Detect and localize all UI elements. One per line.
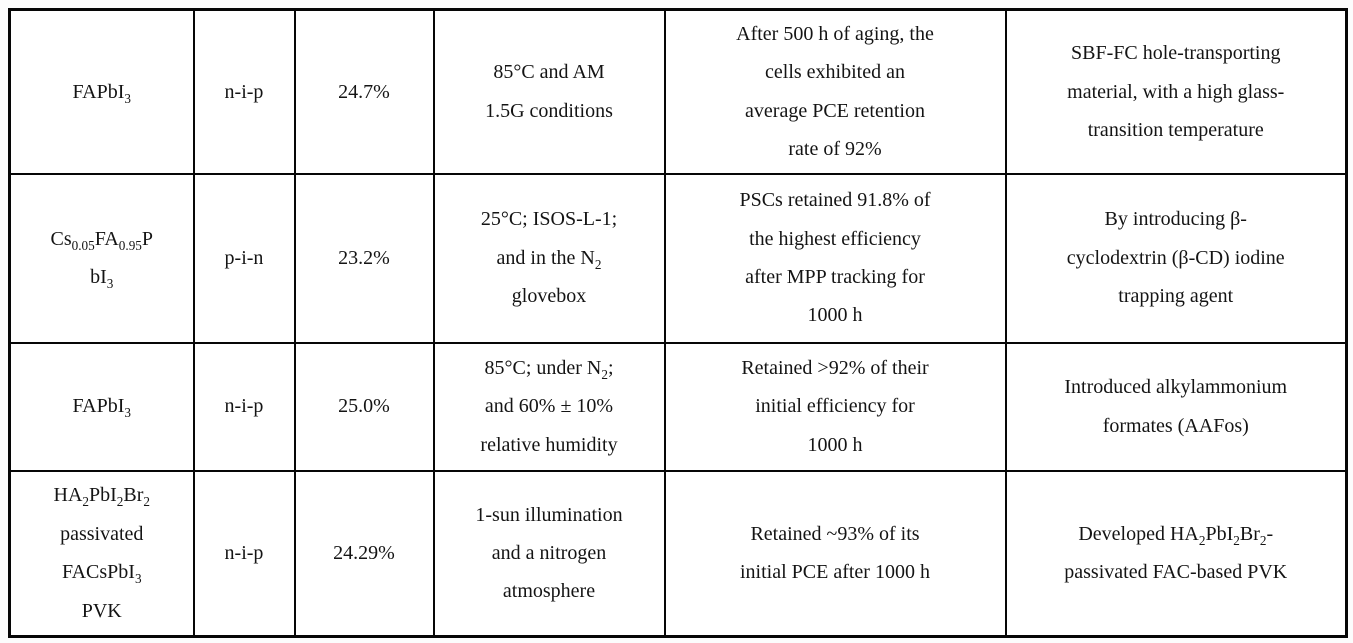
cell-architecture: n-i-p [192,469,296,638]
cell-stability-result: After 500 h of aging, the cells exhibite… [663,8,1007,175]
cell-test-conditions: 1-sun illumination and a nitrogen atmosp… [432,469,666,638]
cell-strategy: By introducing β- cyclodextrin (β-CD) io… [1004,172,1348,344]
table-body: FAPbI3 n-i-p 24.7% 85°C and AM 1.5G cond… [8,8,1348,638]
cell-pce: 25.0% [293,341,435,472]
cell-test-conditions: 85°C; under N2; and 60% ± 10% relative h… [432,341,666,472]
cell-pce: 24.7% [293,8,435,175]
cell-composition: Cs0.05FA0.95P bI3 [8,172,195,344]
table-row: FAPbI3 n-i-p 24.7% 85°C and AM 1.5G cond… [8,8,1348,175]
cell-composition: FAPbI3 [8,341,195,472]
cell-stability-result: Retained >92% of their initial efficienc… [663,341,1007,472]
cell-strategy: SBF-FC hole-transporting material, with … [1004,8,1348,175]
results-table: FAPbI3 n-i-p 24.7% 85°C and AM 1.5G cond… [8,8,1348,638]
cell-strategy: Introduced alkylammonium formates (AAFos… [1004,341,1348,472]
cell-strategy: Developed HA2PbI2Br2- passivated FAC-bas… [1004,469,1348,638]
cell-architecture: n-i-p [192,8,296,175]
cell-architecture: n-i-p [192,341,296,472]
cell-composition: FAPbI3 [8,8,195,175]
table-row: FAPbI3 n-i-p 25.0% 85°C; under N2; and 6… [8,341,1348,472]
table-row: HA2PbI2Br2 passivated FACsPbI3 PVK n-i-p… [8,469,1348,638]
cell-stability-result: PSCs retained 91.8% of the highest effic… [663,172,1007,344]
cell-stability-result: Retained ~93% of its initial PCE after 1… [663,469,1007,638]
cell-pce: 24.29% [293,469,435,638]
cell-architecture: p-i-n [192,172,296,344]
table-row: Cs0.05FA0.95P bI3 p-i-n 23.2% 25°C; ISOS… [8,172,1348,344]
cell-composition: HA2PbI2Br2 passivated FACsPbI3 PVK [8,469,195,638]
cell-test-conditions: 25°C; ISOS-L-1; and in the N2 glovebox [432,172,666,344]
cell-pce: 23.2% [293,172,435,344]
cell-test-conditions: 85°C and AM 1.5G conditions [432,8,666,175]
